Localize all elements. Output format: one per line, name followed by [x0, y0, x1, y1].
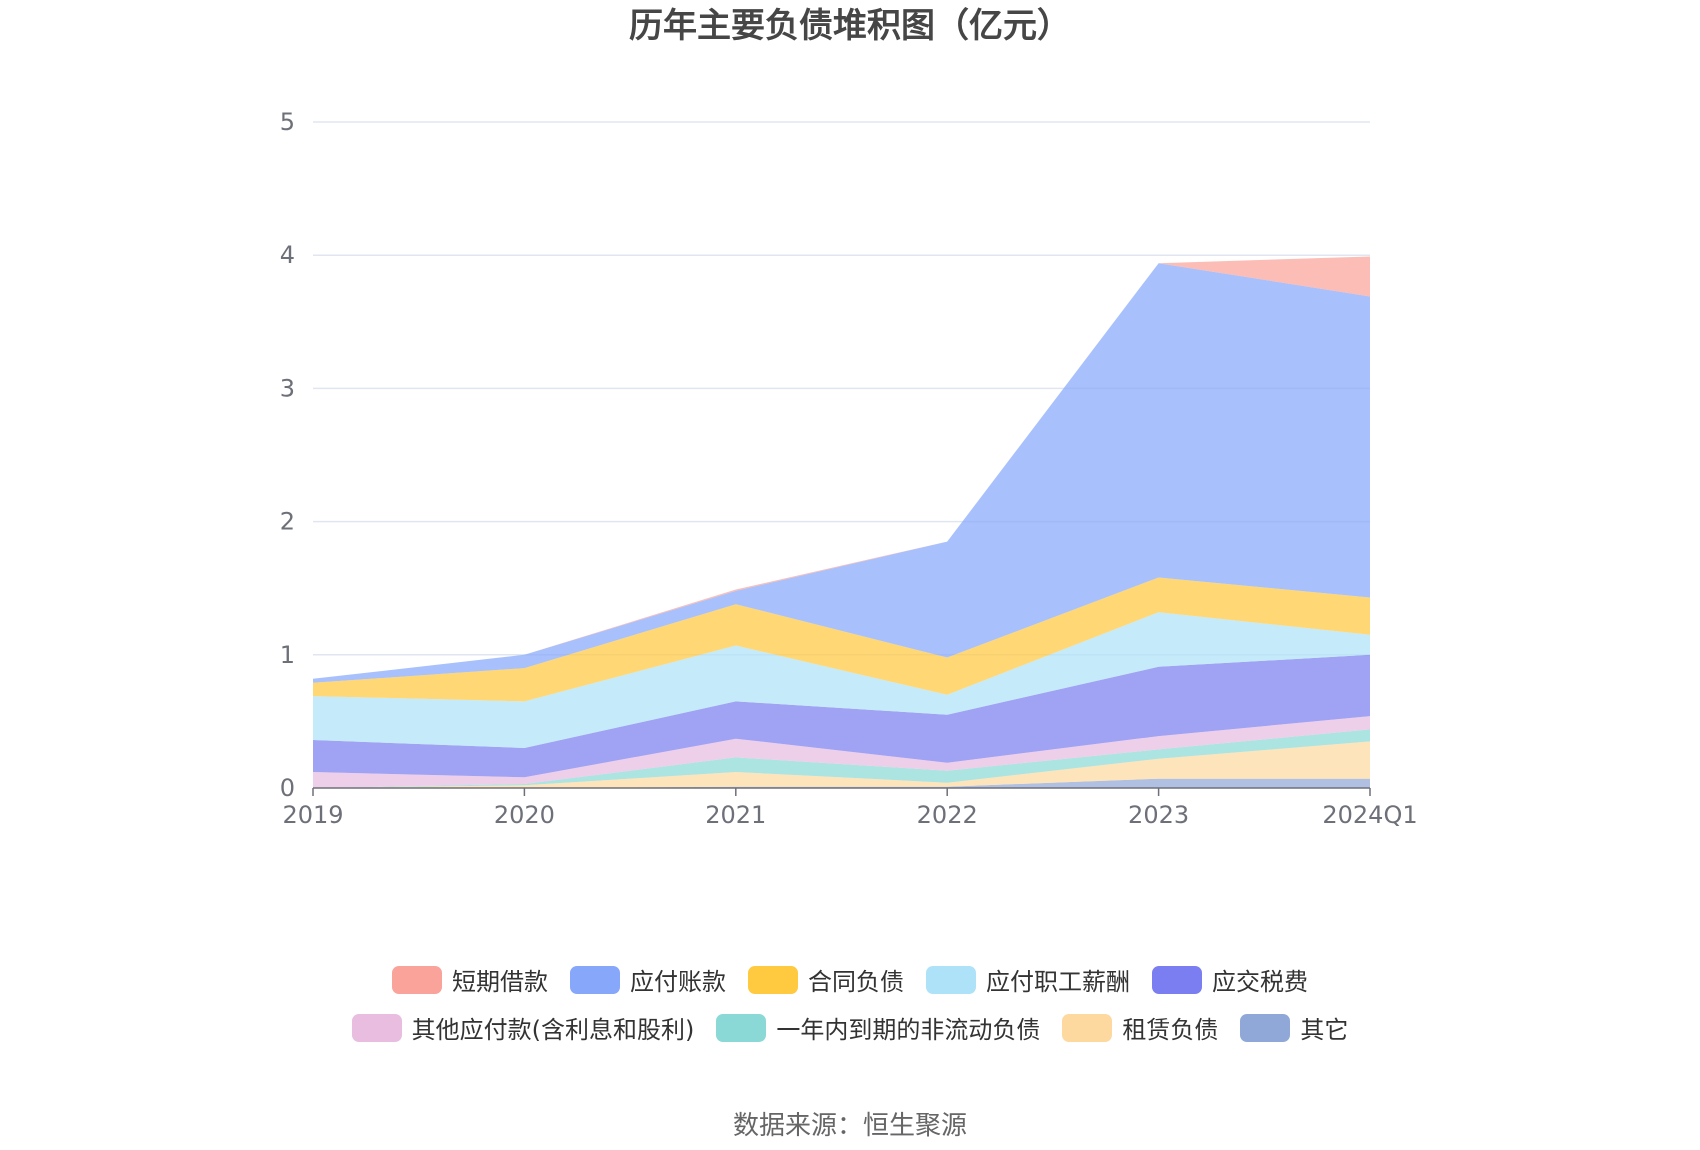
series-area [313, 612, 1370, 748]
y-tick-label: 5 [280, 108, 295, 136]
y-tick-label: 4 [280, 241, 295, 269]
x-tick-label: 2019 [282, 801, 343, 829]
legend-label: 短期借款 [452, 968, 548, 996]
y-tick-label: 0 [280, 774, 295, 802]
series-area [313, 577, 1370, 702]
series-area [313, 741, 1370, 788]
x-tick-label: 2023 [1128, 801, 1189, 829]
x-tick-label: 2022 [917, 801, 978, 829]
legend-item[interactable]: 应付职工薪酬 [926, 962, 1130, 997]
data-source: 数据来源：恒生聚源 [732, 1111, 967, 1141]
series-area [313, 716, 1370, 788]
legend-label: 应交税费 [1212, 968, 1308, 996]
legend-item[interactable]: 其他应付款(含利息和股利) [351, 1010, 695, 1045]
series-area [313, 654, 1370, 778]
legend-swatch [570, 965, 620, 994]
legend-swatch [716, 1013, 767, 1042]
legend-item[interactable]: 租赁负债 [1062, 1010, 1218, 1045]
legend-item[interactable]: 一年内到期的非流动负债 [716, 1010, 1040, 1045]
legend-label: 其他应付款(含利息和股利) [411, 1016, 695, 1044]
legend-swatch [926, 965, 976, 994]
legend-swatch [1240, 1013, 1291, 1042]
x-tick-label: 2024Q1 [1322, 801, 1417, 829]
y-tick-label: 1 [280, 641, 295, 669]
legend-row-1: 短期借款 应付账款 合同负债 应付职工薪酬 应交税费 [0, 962, 1700, 997]
y-tick-label: 3 [280, 374, 295, 402]
series-area [313, 263, 1370, 683]
legend-item[interactable]: 短期借款 [392, 962, 548, 997]
x-tick-label: 2021 [705, 801, 766, 829]
legend-swatch [351, 1013, 402, 1042]
series-area [313, 778, 1370, 788]
legend-label: 应付账款 [630, 968, 726, 996]
chart-title: 历年主要负债堆积图（亿元） [629, 6, 1071, 46]
y-tick-label: 2 [280, 508, 295, 536]
legend-row-2: 其他应付款(含利息和股利) 一年内到期的非流动负债 租赁负债 其它 [0, 1010, 1700, 1045]
legend-swatch [1152, 965, 1202, 994]
legend-label: 应付职工薪酬 [986, 968, 1130, 996]
legend-label: 合同负债 [808, 968, 904, 996]
legend-label: 其它 [1300, 1016, 1349, 1044]
legend-label: 租赁负债 [1122, 1016, 1219, 1044]
legend-swatch [748, 965, 798, 994]
legend-swatch [1062, 1013, 1113, 1042]
legend-item[interactable]: 合同负债 [748, 962, 904, 997]
legend-item[interactable]: 应交税费 [1152, 962, 1308, 997]
legend-item[interactable]: 其它 [1240, 1010, 1348, 1045]
series-area [313, 729, 1370, 788]
legend-swatch [392, 965, 442, 994]
axes: 0 1 2 3 4 5 2019 2020 2021 2022 2023 2024Q1 [280, 108, 1418, 829]
legend-label: 一年内到期的非流动负债 [776, 1016, 1041, 1044]
x-tick-label: 2020 [494, 801, 555, 829]
area-series [313, 256, 1370, 788]
legend-item[interactable]: 应付账款 [570, 962, 726, 997]
